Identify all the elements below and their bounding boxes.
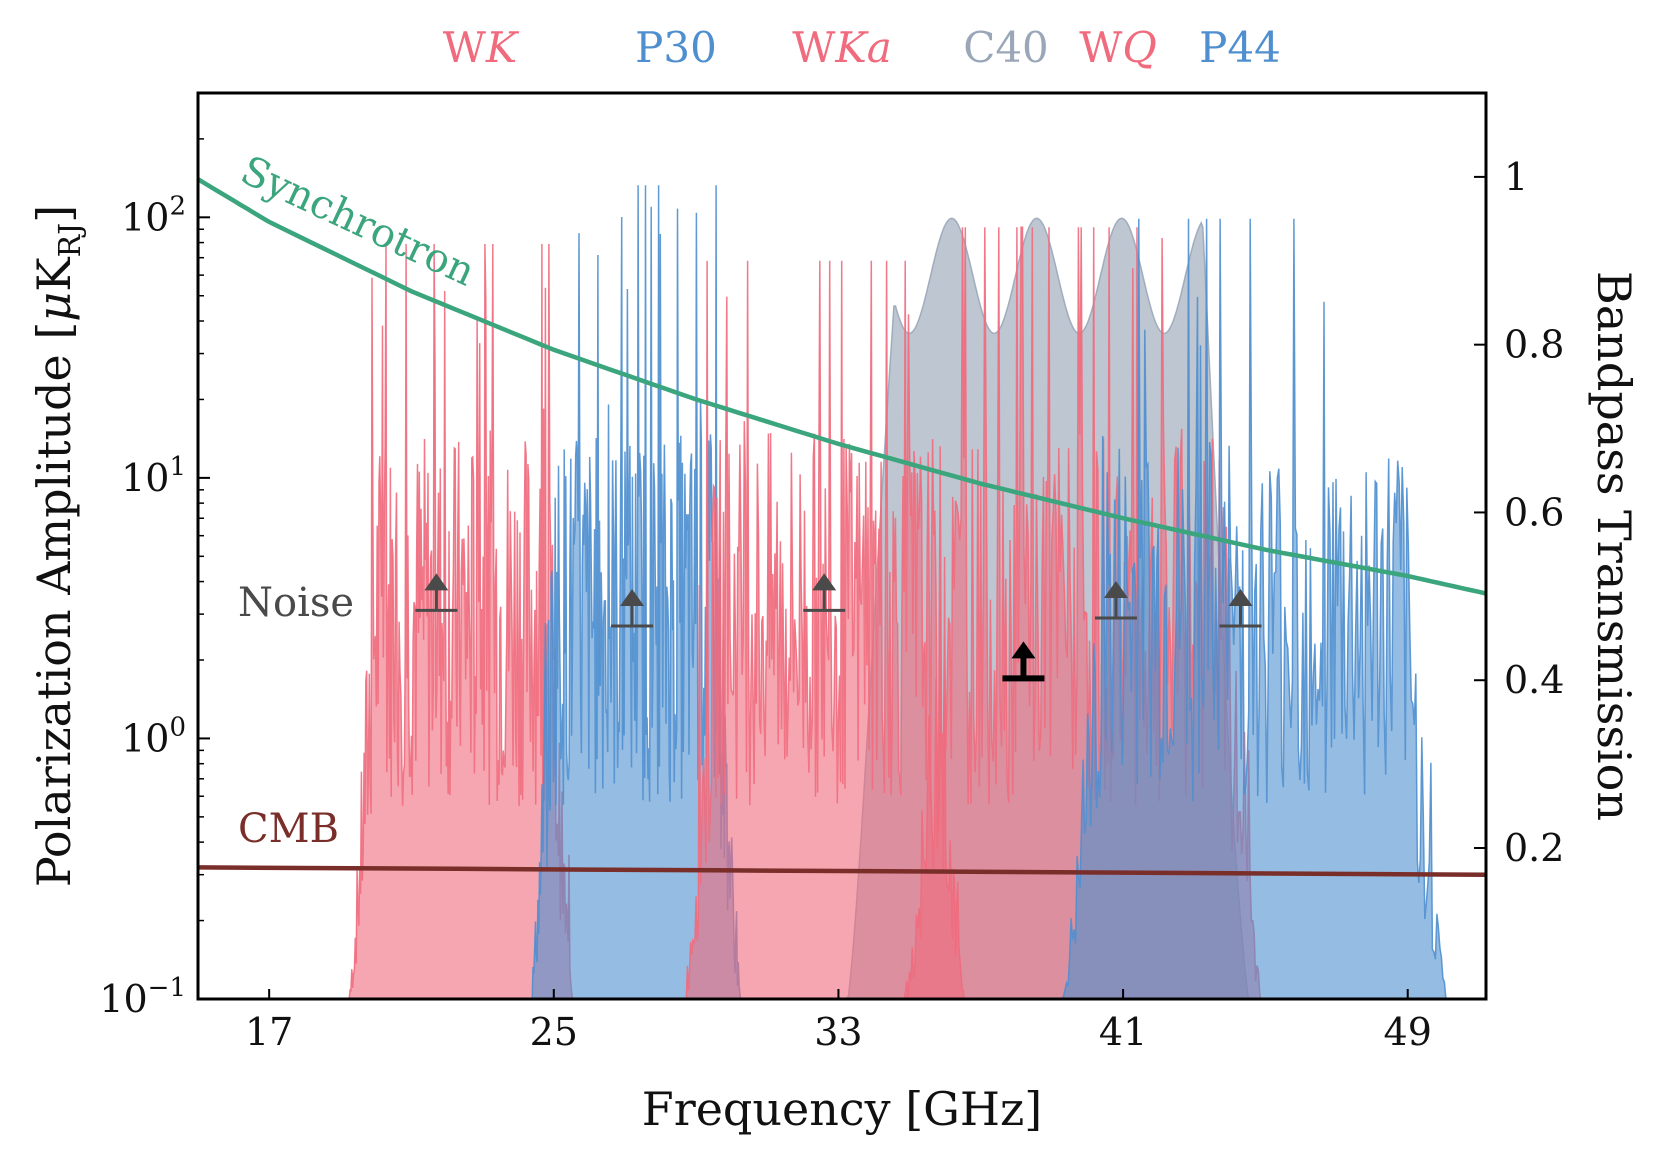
- band-area-wk: [347, 243, 576, 999]
- band-area-wka: [681, 260, 967, 999]
- noise-marker: [1002, 641, 1045, 682]
- y-right-tick-label: 0.4: [1504, 658, 1564, 702]
- x-axis-title: Frequency [GHz]: [642, 1082, 1042, 1136]
- plot-frame: [196, 91, 1488, 1001]
- cmb-label: CMB: [238, 806, 339, 852]
- x-tick-label: 49: [1384, 1010, 1432, 1054]
- noise-marker: [415, 573, 458, 612]
- noise-marker: [1219, 589, 1262, 628]
- x-tick-label: 33: [814, 1010, 862, 1054]
- curve-synchrotron: [198, 177, 1486, 596]
- right-axis-ticks: 0.2 0.4 0.6 0.8 1: [1474, 155, 1564, 870]
- noise-marker: [1094, 580, 1137, 620]
- band-label: WK: [443, 23, 520, 72]
- x-tick-label: 17: [245, 1010, 293, 1054]
- band-label: C40: [963, 23, 1049, 72]
- y-right-tick-label: 0.8: [1504, 323, 1564, 367]
- model-curves: [198, 177, 1486, 877]
- band-label: WQ: [1079, 23, 1157, 72]
- bandpass-areas: [347, 185, 1451, 999]
- noise-marker: [803, 573, 846, 612]
- curve-cmb: [198, 865, 1486, 877]
- x-axis-ticks: 17 25 33 41 49: [245, 989, 1432, 1054]
- y-right-tick-label: 0.2: [1504, 826, 1564, 870]
- y-left-tick-label: 10−1: [99, 973, 186, 1021]
- right-axis-title: Bandpass Transmission: [1587, 271, 1641, 821]
- band-labels: WK P30 WKa C40 WQ P44: [443, 23, 1281, 72]
- y-left-tick-label: 102: [121, 191, 186, 239]
- noise-marker: [611, 589, 654, 628]
- noise-markers: [415, 573, 1262, 682]
- y-left-tick-label: 101: [121, 452, 186, 500]
- left-axis-title: Polarization Amplitude [μKRJ]: [27, 205, 88, 887]
- y-left-tick-label: 100: [121, 712, 186, 760]
- y-right-tick-label: 1: [1504, 155, 1528, 199]
- band-area-p44: [1059, 218, 1451, 999]
- noise-label: Noise: [238, 580, 354, 626]
- band-label: P44: [1199, 23, 1281, 72]
- band-label: WKa: [792, 23, 892, 72]
- band-label: P30: [635, 23, 717, 72]
- x-tick-label: 41: [1099, 1010, 1147, 1054]
- x-tick-label: 25: [530, 1010, 578, 1054]
- left-axis-ticks: 10−1 100 101 102: [99, 92, 210, 1021]
- y-right-tick-label: 0.6: [1504, 490, 1564, 534]
